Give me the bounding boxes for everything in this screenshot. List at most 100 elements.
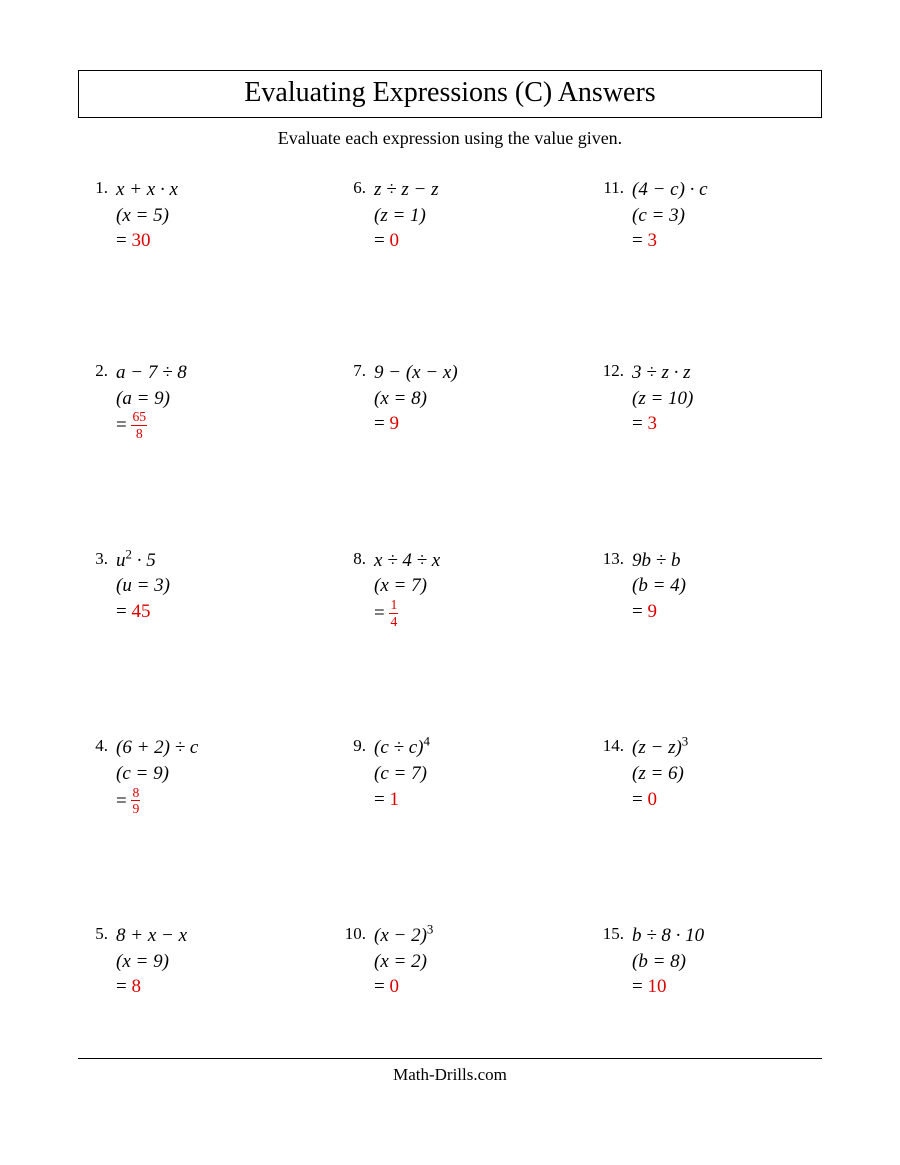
given-value: (x = 7) [374, 573, 440, 599]
given-value: (c = 9) [116, 761, 198, 787]
answer: 30 [131, 230, 150, 251]
expression: a − 7 ÷ 8 [116, 360, 187, 386]
problem-content: 8 + x − x(x = 9)= 8 [116, 923, 187, 1000]
problem-number: 13. [594, 548, 632, 569]
answer: 3 [647, 230, 657, 251]
problem: 7.9 − (x − x)(x = 8)= 9 [336, 360, 564, 442]
worksheet-page: Evaluating Expressions (C) Answers Evalu… [0, 0, 900, 1165]
given-value: (x = 8) [374, 386, 458, 412]
problem-number: 1. [78, 177, 116, 198]
expression: 8 + x − x [116, 923, 187, 949]
answer-line: = 9 [632, 599, 686, 625]
expression: (6 + 2) ÷ c [116, 735, 198, 761]
answer-line: = 0 [374, 974, 433, 1000]
problem-number: 8. [336, 548, 374, 569]
expression: (x − 2)3 [374, 923, 433, 949]
answer: 10 [647, 976, 666, 997]
problem-number: 15. [594, 923, 632, 944]
given-value: (b = 8) [632, 949, 704, 975]
problem-content: (z − z)3(z = 6)= 0 [632, 735, 688, 812]
problem-number: 2. [78, 360, 116, 381]
problem-number: 12. [594, 360, 632, 381]
problem-number: 5. [78, 923, 116, 944]
problem: 15.b ÷ 8 · 10(b = 8)= 10 [594, 923, 822, 1000]
answer-line: = 10 [632, 974, 704, 1000]
answer-line: = 0 [632, 787, 688, 813]
problem-number: 6. [336, 177, 374, 198]
problem-content: b ÷ 8 · 10(b = 8)= 10 [632, 923, 704, 1000]
problem-number: 4. [78, 735, 116, 756]
given-value: (x = 9) [116, 949, 187, 975]
problem: 1.x + x · x(x = 5)= 30 [78, 177, 306, 254]
given-value: (c = 7) [374, 761, 430, 787]
given-value: (z = 1) [374, 203, 438, 229]
answer-line: = 89 [116, 787, 198, 817]
answer-line: = 14 [374, 599, 440, 629]
answer: 0 [647, 789, 657, 810]
answer-line: = 8 [116, 974, 187, 1000]
given-value: (b = 4) [632, 573, 686, 599]
problem: 13.9b ÷ b(b = 4)= 9 [594, 548, 822, 630]
expression: 3 ÷ z · z [632, 360, 693, 386]
given-value: (u = 3) [116, 573, 170, 599]
problem-content: (4 − c) · c(c = 3)= 3 [632, 177, 708, 254]
expression: b ÷ 8 · 10 [632, 923, 704, 949]
problem: 8.x ÷ 4 ÷ x(x = 7)= 14 [336, 548, 564, 630]
page-title: Evaluating Expressions (C) Answers [78, 70, 822, 118]
given-value: (x = 2) [374, 949, 433, 975]
given-value: (z = 6) [632, 761, 688, 787]
problem: 11.(4 − c) · c(c = 3)= 3 [594, 177, 822, 254]
problem-number: 14. [594, 735, 632, 756]
answer: 9 [647, 601, 657, 622]
answer-line: = 30 [116, 228, 178, 254]
answer-line: = 0 [374, 228, 438, 254]
problem: 12.3 ÷ z · z(z = 10)= 3 [594, 360, 822, 442]
problem: 9.(c ÷ c)4(c = 7)= 1 [336, 735, 564, 817]
page-subtitle: Evaluate each expression using the value… [78, 128, 822, 149]
answer-line: = 9 [374, 411, 458, 437]
answer: 89 [131, 790, 140, 811]
problem: 5.8 + x − x(x = 9)= 8 [78, 923, 306, 1000]
problem-number: 10. [336, 923, 374, 944]
problem: 6.z ÷ z − z(z = 1)= 0 [336, 177, 564, 254]
given-value: (c = 3) [632, 203, 708, 229]
problem-content: 9b ÷ b(b = 4)= 9 [632, 548, 686, 625]
answer-line: = 1 [374, 787, 430, 813]
answer: 0 [389, 230, 399, 251]
answer: 14 [389, 602, 398, 623]
problem-content: a − 7 ÷ 8(a = 9)= 658 [116, 360, 187, 442]
expression: u2 · 5 [116, 548, 170, 574]
expression: (4 − c) · c [632, 177, 708, 203]
expression: (z − z)3 [632, 735, 688, 761]
answer: 0 [389, 976, 399, 997]
problem: 3.u2 · 5(u = 3)= 45 [78, 548, 306, 630]
expression: z ÷ z − z [374, 177, 438, 203]
expression: x ÷ 4 ÷ x [374, 548, 440, 574]
expression: 9 − (x − x) [374, 360, 458, 386]
problem: 2.a − 7 ÷ 8(a = 9)= 658 [78, 360, 306, 442]
answer-line: = 45 [116, 599, 170, 625]
problem-content: 3 ÷ z · z(z = 10)= 3 [632, 360, 693, 437]
expression: (c ÷ c)4 [374, 735, 430, 761]
problem: 10.(x − 2)3(x = 2)= 0 [336, 923, 564, 1000]
problem-content: (c ÷ c)4(c = 7)= 1 [374, 735, 430, 812]
problem: 14.(z − z)3(z = 6)= 0 [594, 735, 822, 817]
answer-line: = 658 [116, 411, 187, 441]
problem-number: 7. [336, 360, 374, 381]
problem-number: 3. [78, 548, 116, 569]
problem-number: 9. [336, 735, 374, 756]
problem-content: x + x · x(x = 5)= 30 [116, 177, 178, 254]
problem-number: 11. [594, 177, 632, 198]
expression: x + x · x [116, 177, 178, 203]
problem-content: 9 − (x − x)(x = 8)= 9 [374, 360, 458, 437]
answer: 658 [131, 415, 147, 436]
footer-text: Math-Drills.com [78, 1059, 822, 1085]
given-value: (z = 10) [632, 386, 693, 412]
problem-content: (6 + 2) ÷ c(c = 9)= 89 [116, 735, 198, 817]
problem-content: x ÷ 4 ÷ x(x = 7)= 14 [374, 548, 440, 630]
answer: 8 [131, 976, 141, 997]
expression: 9b ÷ b [632, 548, 686, 574]
given-value: (x = 5) [116, 203, 178, 229]
answer: 9 [389, 413, 399, 434]
problem: 4.(6 + 2) ÷ c(c = 9)= 89 [78, 735, 306, 817]
